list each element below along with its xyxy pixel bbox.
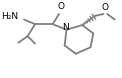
Text: H₂N: H₂N: [1, 12, 18, 21]
Text: O: O: [57, 2, 64, 11]
Text: N: N: [62, 23, 69, 32]
Text: O: O: [102, 3, 109, 12]
